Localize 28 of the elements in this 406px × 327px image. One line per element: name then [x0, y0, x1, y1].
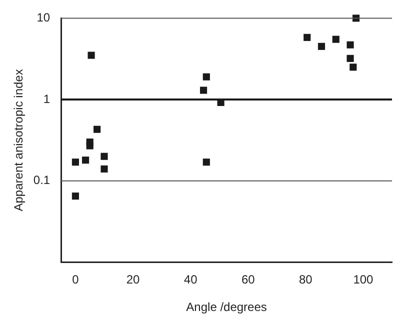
point	[100, 165, 108, 173]
point	[86, 138, 94, 146]
x-tick-label: 60	[241, 272, 256, 287]
x-axis-title: Angle /degrees	[186, 300, 267, 314]
point	[202, 73, 210, 80]
point	[332, 36, 340, 43]
point	[346, 41, 354, 48]
x-tick-label: 0	[72, 272, 80, 287]
x-tick-label: 40	[184, 272, 198, 287]
point	[100, 152, 108, 160]
point	[82, 156, 90, 164]
point	[304, 34, 311, 41]
y-tick-label: 1	[43, 92, 50, 106]
point	[350, 64, 357, 71]
y-tick-label: 0.1	[33, 173, 50, 188]
x-tick-label: 20	[126, 272, 140, 287]
point	[318, 42, 326, 50]
y-tick-label: 10	[36, 10, 50, 25]
point	[72, 192, 80, 200]
x-tick-label: 80	[298, 272, 313, 287]
point	[202, 158, 210, 166]
point	[200, 86, 208, 94]
point	[346, 54, 354, 62]
point	[72, 158, 80, 166]
point	[94, 126, 101, 133]
point	[88, 52, 95, 59]
x-tick-label: 100	[353, 272, 374, 287]
y-axis-title: Apparent anisotropic index	[12, 69, 26, 212]
